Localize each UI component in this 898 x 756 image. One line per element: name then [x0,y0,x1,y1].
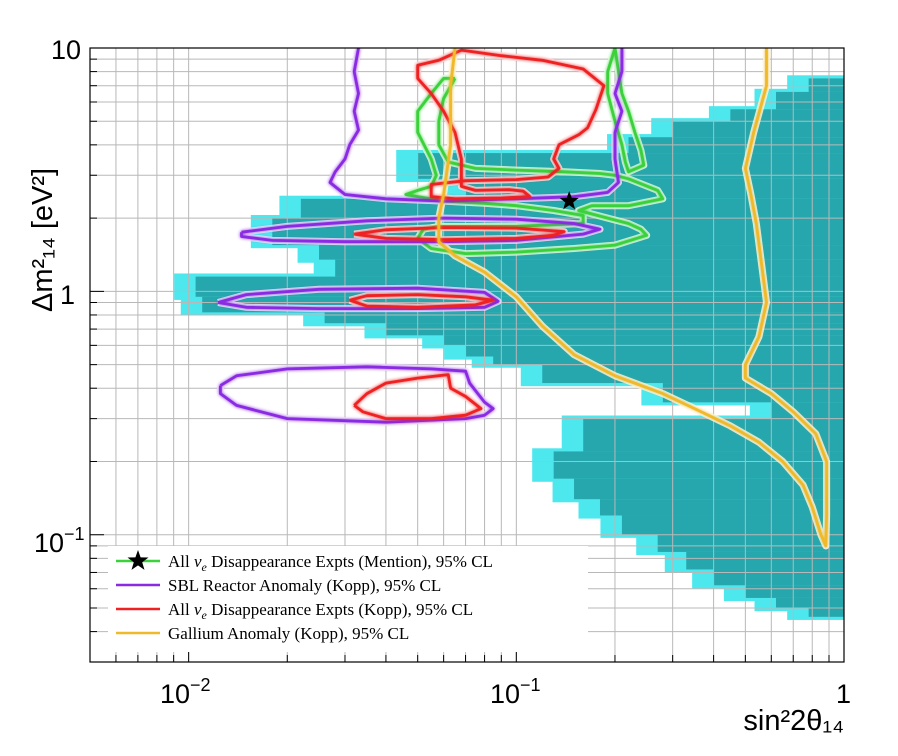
region-band [808,608,844,617]
legend-item-red: All νe Disappearance Expts (Kopp), 95% C… [116,600,473,622]
region-band [775,597,844,609]
region-band [730,109,844,122]
region-band [713,569,844,586]
y-tick-label: 10−1 [34,524,85,558]
region-band [657,534,844,552]
region-band [553,451,844,479]
contours [216,48,831,550]
y-axis-title: Δm²₁₄ [eV²] [27,168,59,312]
region-band [542,364,844,384]
y-tick-label: 1 [60,280,75,310]
legend-label-gold: Gallium Anomaly (Kopp), 95% CL [168,624,409,643]
contour-red [353,373,483,420]
legend: All νe Disappearance Expts (Mention), 95… [108,546,588,652]
y-tick-label: 10 [51,35,81,65]
region-band [686,551,844,570]
legend-label-red: All νe Disappearance Expts (Kopp), 95% C… [168,600,473,622]
region-band [465,345,844,357]
x-tick-label: 10−2 [160,675,211,709]
contour-gold [437,48,828,548]
region-band [493,356,844,365]
contour-red [354,226,566,242]
contour-purple [328,48,624,203]
contour-purple [219,365,495,424]
contour-red [349,293,495,309]
legend-box [108,546,588,652]
contour-green [606,48,646,174]
legend-item-purple: SBL Reactor Anomaly (Kopp), 95% CL [116,576,441,595]
star-icon [127,550,149,570]
region-band [574,478,844,500]
contour-purple [240,216,602,244]
x-tick-label: 10−1 [490,675,541,709]
region-band [808,78,844,92]
region-band [443,335,844,346]
allowed-region [174,75,844,620]
markers [559,191,579,210]
region-band [621,515,844,535]
legend-label-purple: SBL Reactor Anomaly (Kopp), 95% CL [168,576,441,595]
best-fit-star-icon [559,191,579,210]
legend-item-gold: Gallium Anomaly (Kopp), 95% CL [116,624,409,643]
plot-frame [89,47,845,663]
x-axis-title: sin²2θ₁₄ [743,705,844,737]
contour-green [404,77,665,255]
region-band [324,312,844,324]
region-band [672,121,844,138]
x-tick-label: 1 [836,679,851,709]
axis-ticks [89,47,845,663]
legend-item-green: All νe Disappearance Expts (Mention), 95… [116,550,493,574]
region-band [775,91,844,110]
contour-purple [217,286,500,310]
x-tick-labels: 10−2 10−1 1 [160,675,851,709]
region-band [599,499,844,516]
region-band [335,259,844,277]
legend-label-green: All νe Disappearance Expts (Mention), 95… [168,552,493,574]
y-tick-labels: 10−1 1 10 [34,35,85,558]
contour-red [416,48,606,201]
